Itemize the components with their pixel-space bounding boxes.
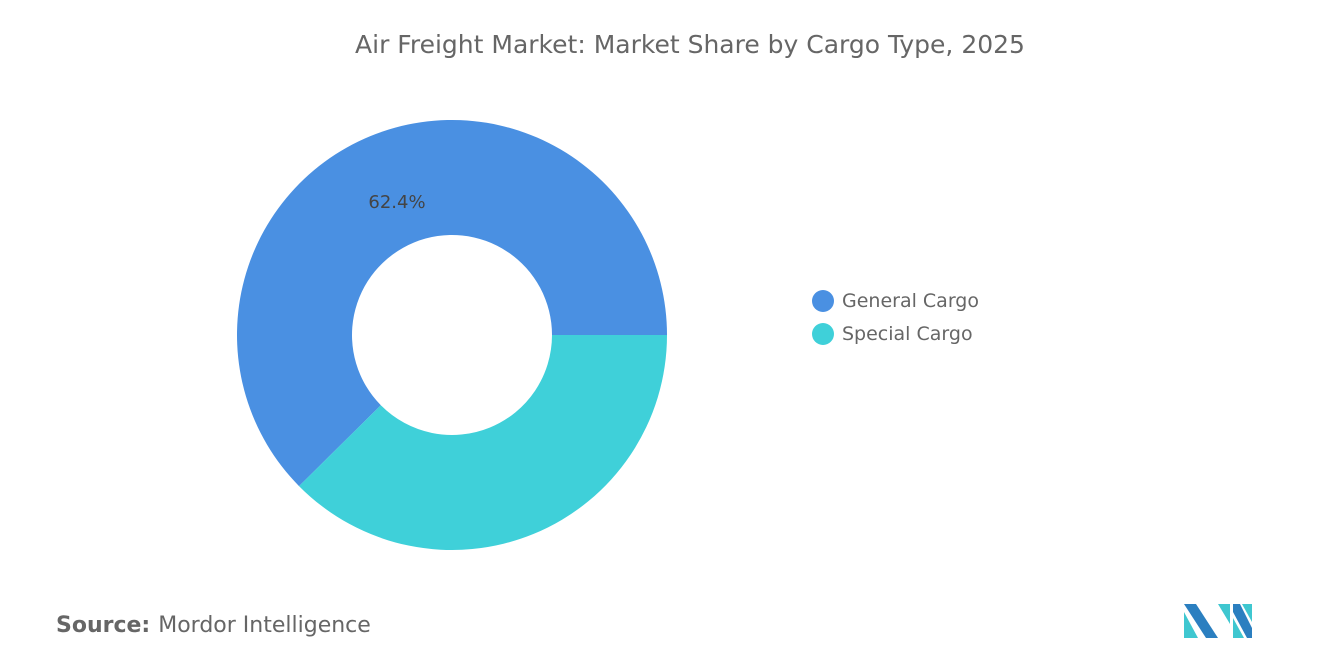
legend: General Cargo Special Cargo [812, 284, 979, 350]
legend-label: General Cargo [842, 289, 979, 312]
legend-swatch [812, 289, 834, 312]
legend-label: Special Cargo [842, 322, 973, 345]
legend-swatch [812, 322, 834, 345]
legend-item-special-cargo[interactable]: Special Cargo [812, 317, 979, 350]
data-label: 62.4% [368, 192, 425, 213]
chart-title: Air Freight Market: Market Share by Carg… [355, 30, 1025, 59]
slice-general-cargo [236, 119, 668, 487]
mordor-logo [1184, 604, 1252, 638]
slice-special-cargo [299, 335, 667, 550]
legend-item-general-cargo[interactable]: General Cargo [812, 284, 979, 317]
source-label: Source: [56, 613, 151, 638]
source-value: Mordor Intelligence [158, 613, 371, 638]
source-note: Source: Mordor Intelligence [56, 613, 371, 638]
